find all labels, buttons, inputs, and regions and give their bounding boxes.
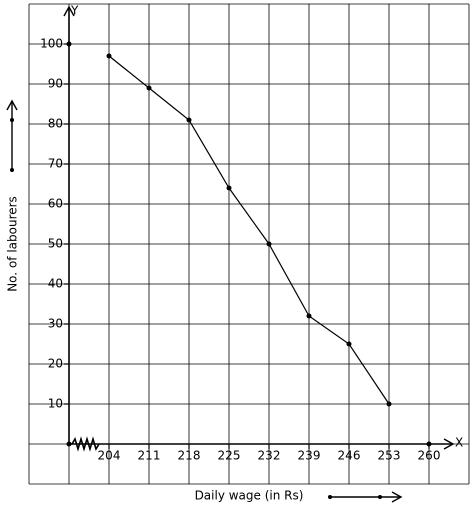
x-axis-label: Daily wage (in Rs) (195, 489, 304, 503)
y-tick-label: 30 (48, 317, 63, 331)
y-tick-label: 50 (48, 237, 63, 251)
y-tick-label: 90 (48, 77, 63, 91)
data-line (108, 55, 390, 405)
y-tick-label: 70 (48, 157, 63, 171)
y-tick-label: 60 (48, 197, 63, 211)
axis-break (71, 436, 100, 452)
data-point (346, 341, 352, 347)
y-tick-label: 100 (40, 37, 63, 51)
data-point (266, 241, 272, 247)
x-tick-label: 232 (258, 449, 281, 463)
x-tick-label: 204 (98, 449, 121, 463)
x-tick-label: 246 (338, 449, 361, 463)
y-tick-label: 80 (48, 117, 63, 131)
data-point (306, 313, 312, 319)
x-tick-label: 239 (298, 449, 321, 463)
x-tick-label: 260 (418, 449, 441, 463)
arrow-dot (10, 168, 14, 172)
x-axis-arrow (443, 438, 455, 450)
data-point (146, 85, 152, 91)
data-point (226, 185, 232, 191)
arrow-dot (378, 495, 382, 499)
y-arrow-head (6, 99, 18, 111)
arrow-dot (328, 495, 332, 499)
y-axis-name: Y (70, 4, 79, 18)
data-point (386, 401, 392, 407)
x-tick-label: 225 (218, 449, 241, 463)
y-axis-arrow (63, 5, 75, 17)
x-tick-label: 218 (178, 449, 201, 463)
origin-dot (66, 441, 72, 447)
y-tick-label: 10 (48, 397, 63, 411)
y-axis-label: No. of labourers (6, 196, 20, 292)
data-point (106, 53, 112, 59)
x-arrow-head (391, 491, 403, 503)
grid (28, 3, 470, 485)
arrow-dot (10, 118, 14, 122)
data-point (186, 117, 192, 123)
x-tick-label: 211 (138, 449, 161, 463)
y-tick-label: 20 (48, 357, 63, 371)
x-tick-label: 253 (378, 449, 401, 463)
y-tick-label: 40 (48, 277, 63, 291)
x-axis-name: X (455, 436, 463, 450)
